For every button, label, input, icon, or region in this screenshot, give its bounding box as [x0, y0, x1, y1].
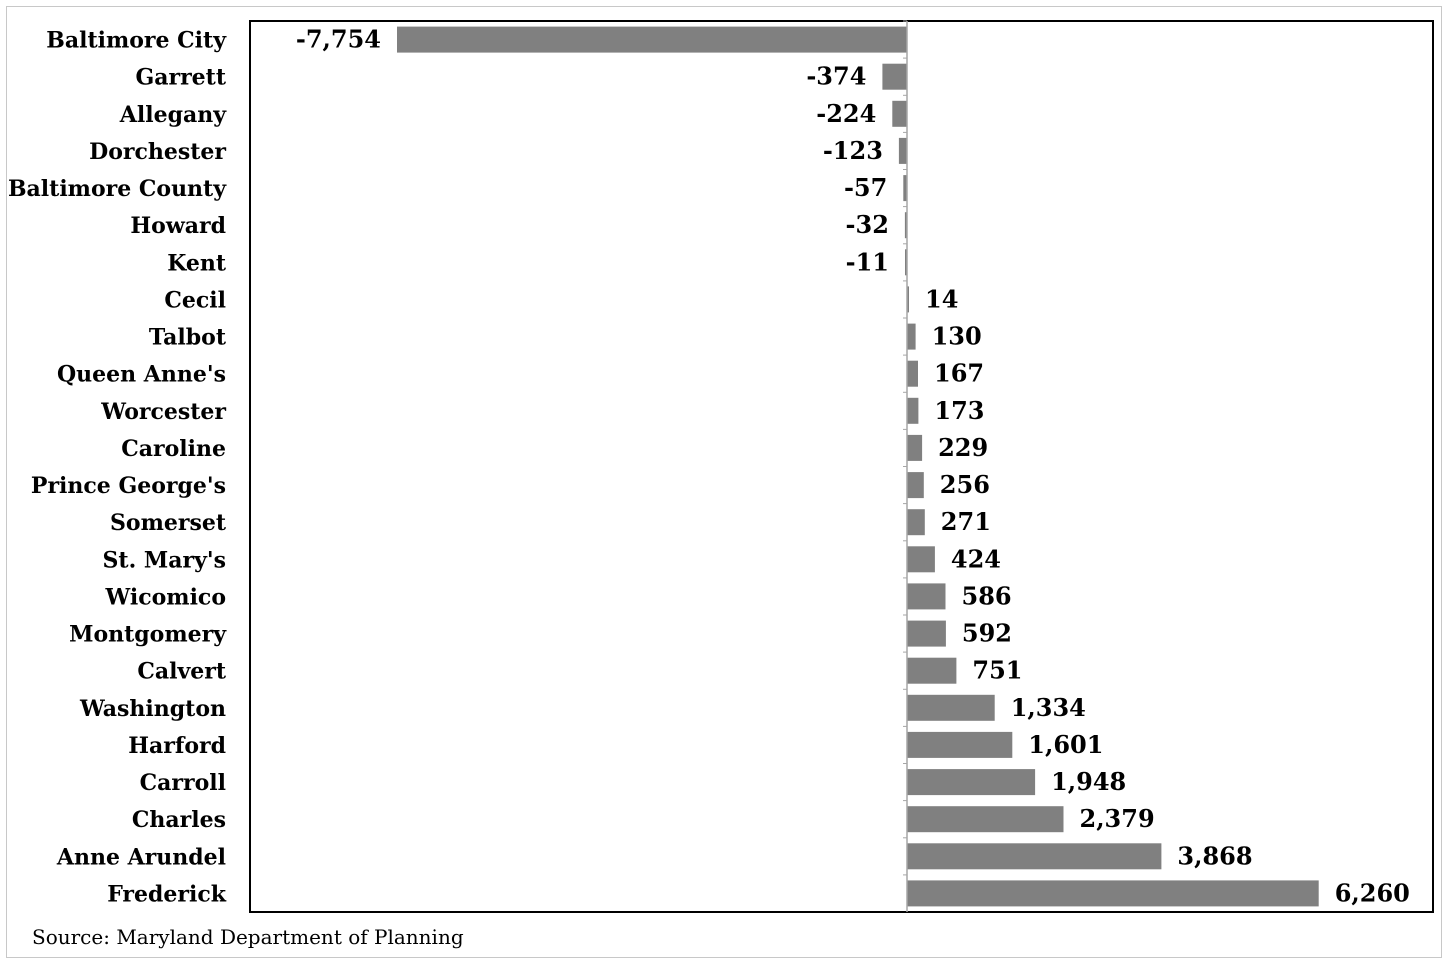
value-label: 271	[941, 507, 991, 536]
value-label: 1,601	[1028, 730, 1103, 759]
bar	[907, 397, 919, 424]
category-label: Harford	[128, 733, 226, 759]
value-label: 592	[962, 619, 1012, 648]
value-label: -224	[816, 99, 876, 128]
value-label: 586	[962, 581, 1012, 610]
value-label: 424	[951, 544, 1001, 573]
bar	[904, 212, 907, 239]
category-label: Worcester	[100, 399, 226, 425]
category-label: Cecil	[164, 287, 226, 313]
value-label: 6,260	[1335, 878, 1410, 907]
bar	[907, 843, 1162, 870]
chart-frame	[6, 6, 1442, 958]
bar	[907, 360, 918, 387]
value-label: -374	[806, 62, 866, 91]
value-label: 167	[934, 359, 984, 388]
category-label: Caroline	[121, 436, 226, 462]
value-label: 229	[938, 433, 988, 462]
bar	[907, 694, 995, 721]
category-label: Talbot	[149, 325, 227, 351]
category-labels: Baltimore City Garrett Allegany Dorchester B…	[8, 28, 227, 908]
category-label: Charles	[132, 807, 226, 833]
value-label: -123	[823, 136, 883, 165]
bars-group	[397, 26, 1319, 907]
bar	[907, 769, 1036, 796]
category-label: Kent	[167, 250, 227, 276]
value-label: 751	[972, 656, 1022, 685]
plot-area	[249, 20, 1434, 913]
value-label: -11	[846, 247, 889, 276]
category-label: Carroll	[140, 770, 226, 796]
bar	[898, 137, 907, 164]
value-label: 173	[934, 396, 984, 425]
value-label: 3,868	[1177, 841, 1252, 870]
bar	[907, 583, 946, 610]
category-label: Howard	[130, 213, 226, 239]
category-label: Baltimore County	[8, 176, 227, 202]
bar	[882, 63, 907, 90]
category-label: Somerset	[110, 510, 227, 536]
value-label: 130	[932, 322, 982, 351]
value-label: 256	[940, 470, 990, 499]
category-label: Dorchester	[89, 139, 226, 165]
value-label: 1,948	[1051, 767, 1126, 796]
category-label: Baltimore City	[46, 28, 227, 54]
category-label: Anne Arundel	[56, 844, 226, 870]
value-label: 14	[925, 284, 958, 313]
bar	[907, 434, 923, 461]
category-label: Wicomico	[105, 584, 226, 610]
bar	[907, 286, 909, 313]
bar	[907, 880, 1319, 907]
category-label: Prince George's	[31, 473, 226, 499]
category-label: Garrett	[135, 65, 226, 91]
bar	[907, 657, 957, 684]
value-label: 2,379	[1080, 804, 1155, 833]
zero-axis	[903, 20, 908, 912]
category-label: Calvert	[137, 659, 226, 685]
bar	[892, 100, 907, 127]
bar	[907, 472, 924, 499]
bar	[907, 509, 925, 536]
category-label: Frederick	[107, 881, 227, 907]
category-label: Montgomery	[69, 622, 227, 648]
category-label: Washington	[79, 696, 226, 722]
bar	[907, 806, 1064, 833]
category-label: St. Mary's	[103, 547, 226, 573]
value-label: -7,754	[296, 25, 381, 54]
value-label: 1,334	[1011, 693, 1086, 722]
bar	[907, 323, 916, 350]
value-label: -32	[846, 210, 889, 239]
value-label: -57	[844, 173, 887, 202]
bar	[907, 731, 1013, 758]
value-labels: -7,754 -374 -224 -123 -57 -32 -11 14 130 167 173 22…	[296, 25, 1410, 908]
source-note: Source: Maryland Department of Planning	[32, 925, 464, 949]
bar	[907, 620, 946, 647]
category-label: Queen Anne's	[57, 362, 226, 388]
bar	[903, 175, 907, 202]
bar	[907, 546, 935, 573]
category-label: Allegany	[119, 102, 227, 128]
bar	[397, 26, 907, 53]
bar	[905, 249, 907, 276]
